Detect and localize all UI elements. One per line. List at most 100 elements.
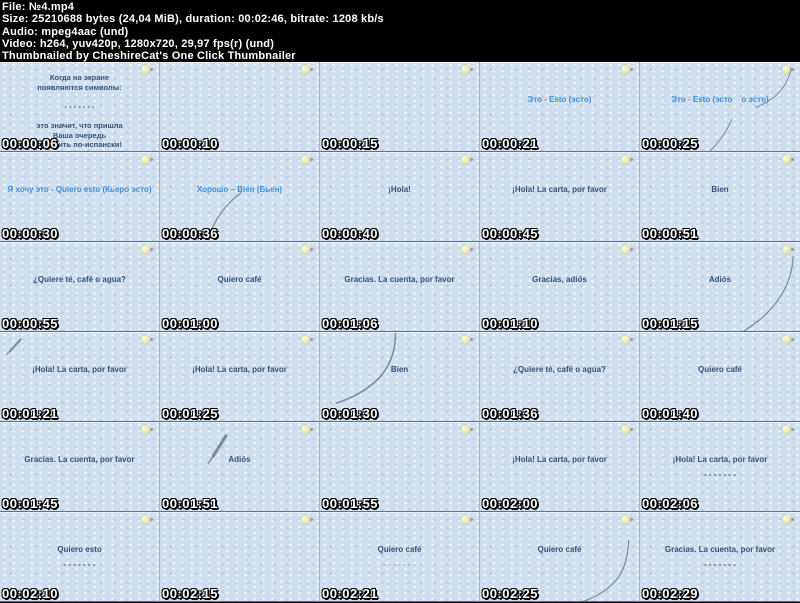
timestamp-overlay: 00:00:06 — [2, 136, 59, 151]
timestamp-overlay: 00:02:00 — [482, 496, 539, 511]
thumbnail-cell: Gracias. La cuenta, por favor 00:01:06 — [320, 242, 480, 332]
timestamp-overlay: 00:01:55 — [322, 496, 379, 511]
thumbnail-cell: Adiós 00:01:15 — [640, 242, 800, 332]
sun-icon — [621, 65, 633, 74]
sun-icon — [141, 155, 153, 164]
sun-icon — [461, 65, 473, 74]
subtitle-text: ¡Hola! La carta, por favor - - - - - - - — [672, 455, 768, 479]
timestamp-overlay: 00:01:06 — [322, 316, 379, 331]
thumbnail-cell: ¡Hola! La carta, por favor 00:01:21 — [0, 332, 160, 422]
subtitle-text: Bien — [390, 365, 409, 374]
thumbnail-cell: Quiero café 00:01:40 — [640, 332, 800, 422]
thumbnail-cell: 00:00:10 — [160, 62, 320, 152]
sun-icon — [782, 245, 794, 254]
header-credit-line: Thumbnailed by CheshireCat's One Click T… — [2, 50, 296, 63]
thumbnail-cell: 00:02:15 — [160, 512, 320, 602]
timestamp-overlay: 00:01:36 — [482, 406, 539, 421]
sun-icon — [782, 425, 794, 434]
thumbnail-cell: ¿Quiere té, café o agua? 00:01:36 — [480, 332, 640, 422]
sun-icon — [461, 155, 473, 164]
thumbnail-cell: Bien 00:00:51 — [640, 152, 800, 242]
thumbnail-cell: ¡Hola! La carta, por favor 00:02:00 — [480, 422, 640, 512]
thumbnail-cell: Хорошо – Bien (Бьен) 00:00:36 — [160, 152, 320, 242]
header-file-line: File: №4.mp4 — [2, 1, 75, 13]
timestamp-overlay: 00:02:25 — [482, 586, 539, 601]
thumbnail-cell: ¿Quiere té, café o agua? 00:00:55 — [0, 242, 160, 332]
header-audio-line: Audio: mpeg4aac (und) — [2, 25, 129, 38]
thumbnail-cell: Gracias. La cuenta, por favor 00:01:45 — [0, 422, 160, 512]
subtitle-text: ¡Hola! La carta, por favor — [32, 365, 127, 374]
subtitle-text: Bien — [711, 185, 729, 194]
subtitle-text: ¿Quiere té, café o agua? — [33, 275, 126, 284]
sun-icon — [141, 425, 153, 434]
timestamp-overlay: 00:00:21 — [482, 136, 539, 151]
subtitle-text: Gracias. La cuenta, por favor — [344, 275, 455, 284]
sun-icon — [141, 65, 153, 74]
subtitle-text: Quiero café — [697, 365, 742, 374]
subtitle-text: Quiero café — [537, 545, 582, 554]
subtitle-text: Я хочу это - Quiero esto (Кьеро эсто) — [7, 185, 152, 194]
subtitle-text: Хорошо – Bien (Бьен) — [196, 185, 283, 194]
thumbnail-cell: Quiero esto - - - - - - - 00:02:10 — [0, 512, 160, 602]
subtitle-text: Gracias. La cuenta, por favor - - - - - -… — [664, 545, 776, 569]
thumbnail-grid: Когда на экране появляются символы: - - -… — [0, 62, 800, 602]
sun-icon — [461, 335, 473, 344]
thumbnail-cell: Quiero café 00:01:00 — [160, 242, 320, 332]
timestamp-overlay: 00:00:25 — [642, 136, 699, 151]
timestamp-overlay: 00:02:15 — [162, 586, 219, 601]
subtitle-text: ¡Hola! — [388, 185, 411, 194]
sun-icon — [141, 245, 153, 254]
timestamp-overlay: 00:01:30 — [322, 406, 379, 421]
thumbnail-cell: Bien 00:01:30 — [320, 332, 480, 422]
sun-icon — [301, 65, 313, 74]
sun-icon — [461, 245, 473, 254]
thumbnail-cell: Это - Esto (эсто о эсто) 00:00:25 — [640, 62, 800, 152]
subtitle-text: Quiero café — [217, 275, 262, 284]
thumbnail-cell: Я хочу это - Quiero esto (Кьеро эсто) 00:… — [0, 152, 160, 242]
sun-icon — [301, 515, 313, 524]
sun-icon — [782, 155, 794, 164]
thumbnail-cell: ¡Hola! La carta, por favor 00:01:25 — [160, 332, 320, 422]
subtitle-text: Когда на экране появляются символы: - - -… — [36, 73, 123, 150]
sun-icon — [301, 425, 313, 434]
subtitle-text: ¡Hola! La carta, por favor — [512, 455, 607, 464]
timestamp-overlay: 00:01:51 — [162, 496, 219, 511]
sun-icon — [782, 515, 794, 524]
sun-icon — [301, 335, 313, 344]
thumbnail-cell: Gracias, adiós 00:01:10 — [480, 242, 640, 332]
subtitle-text: Quiero café - - - - - - - — [377, 545, 422, 569]
subtitle-text: ¡Hola! La carta, por favor — [192, 365, 287, 374]
subtitle-text: Это - Esto (эсто о эсто) — [671, 95, 769, 104]
timestamp-overlay: 00:01:25 — [162, 406, 219, 421]
subtitle-text: Adiós — [708, 275, 732, 284]
thumbnail-cell: Quiero café - - - - - - - 00:02:21 — [320, 512, 480, 602]
thumbnail-cell: Quiero café 00:02:25 — [480, 512, 640, 602]
subtitle-text: Gracias. La cuenta, por favor — [24, 455, 135, 464]
sun-icon — [621, 335, 633, 344]
sun-icon — [782, 65, 794, 74]
thumbnail-cell: ¡Hola! La carta, por favor 00:00:45 — [480, 152, 640, 242]
sun-icon — [141, 515, 153, 524]
timestamp-overlay: 00:02:21 — [322, 586, 379, 601]
subtitle-text: Quiero esto - - - - - - - — [57, 545, 102, 569]
timestamp-overlay: 00:01:21 — [2, 406, 59, 421]
timestamp-overlay: 00:00:40 — [322, 226, 379, 241]
sun-icon — [461, 425, 473, 434]
thumbnail-cell: ¡Hola! La carta, por favor - - - - - - - 0… — [640, 422, 800, 512]
file-info-header: File: №4.mp4 Size: 25210688 bytes (24,04… — [0, 0, 800, 62]
sun-icon — [301, 155, 313, 164]
timestamp-overlay: 00:00:15 — [322, 136, 379, 151]
thumbnail-cell: Это - Esto (эсто) 00:00:21 — [480, 62, 640, 152]
sun-icon — [782, 335, 794, 344]
thumbnail-cell: 00:00:15 — [320, 62, 480, 152]
timestamp-overlay: 00:00:30 — [2, 226, 59, 241]
thumbnail-cell: Adiós 00:01:51 — [160, 422, 320, 512]
thumbnail-cell: ¡Hola! 00:00:40 — [320, 152, 480, 242]
thumbnail-cell: Gracias. La cuenta, por favor - - - - - -… — [640, 512, 800, 602]
timestamp-overlay: 00:02:29 — [642, 586, 699, 601]
timestamp-overlay: 00:00:55 — [2, 316, 59, 331]
sun-icon — [461, 515, 473, 524]
subtitle-text: ¡Hola! La carta, por favor — [512, 185, 607, 194]
subtitle-text: ¿Quiere té, café o agua? — [513, 365, 606, 374]
sun-icon — [141, 335, 153, 344]
